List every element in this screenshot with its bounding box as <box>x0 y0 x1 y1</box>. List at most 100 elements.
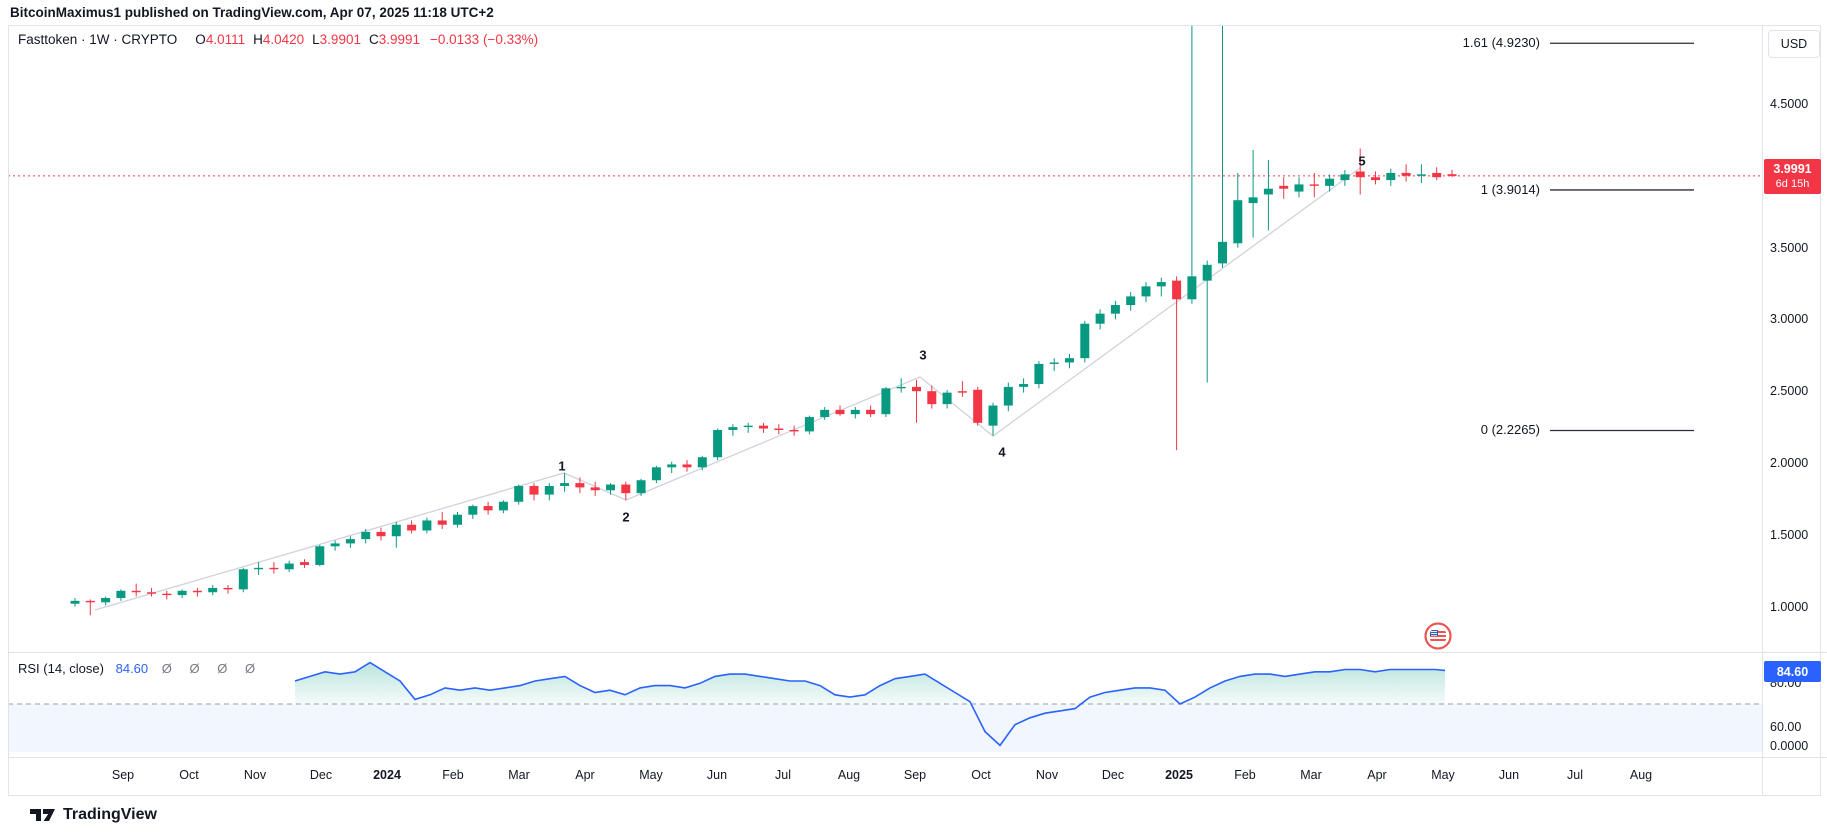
time-axis-label[interactable]: 2025 <box>1165 768 1193 782</box>
time-axis-label[interactable]: Mar <box>508 768 530 782</box>
time-axis-label[interactable]: Jul <box>775 768 791 782</box>
candle-body <box>162 593 172 596</box>
candle-body <box>1263 188 1273 195</box>
candle-body <box>131 590 141 593</box>
candle-body <box>697 457 707 468</box>
ohlc-value: 3.9901 <box>319 32 361 47</box>
time-axis-label[interactable]: Sep <box>903 768 927 782</box>
last-price-badge: 3.9991 6d 15h <box>1764 159 1821 194</box>
candle-body <box>774 428 784 430</box>
candle-body <box>330 543 340 547</box>
price-pane[interactable] <box>8 25 1762 616</box>
time-axis-label[interactable]: Dec <box>309 768 333 782</box>
candle-body <box>820 409 830 418</box>
time-axis-label[interactable]: Aug <box>1629 768 1653 782</box>
candle-body <box>1003 386 1013 406</box>
time-axis-label[interactable]: Jul <box>1567 768 1583 782</box>
symbol-title[interactable]: Fasttoken · 1W · CRYPTO <box>18 32 178 47</box>
candle-body <box>1416 174 1426 176</box>
wave-zigzag-line <box>94 167 1361 611</box>
time-axis-label[interactable]: Dec <box>1101 768 1125 782</box>
time-axis-label[interactable]: Apr <box>1367 768 1387 782</box>
time-axis-label[interactable]: Aug <box>837 768 861 782</box>
candle-body <box>70 600 80 604</box>
candle-body <box>575 483 585 488</box>
price-tick-label: 4.5000 <box>1770 97 1809 111</box>
time-axis-label[interactable]: Nov <box>243 768 267 782</box>
candle-body <box>651 467 661 481</box>
wave-label-3: 3 <box>919 347 927 363</box>
tradingview-wordmark: TradingView <box>63 806 157 823</box>
tradingview-logo[interactable]: TradingView <box>30 806 157 824</box>
candle-body <box>238 569 248 590</box>
candle-body <box>468 506 478 515</box>
ohlc-key: L <box>312 32 320 47</box>
candle-body <box>988 405 998 426</box>
fib-level-label: 1.61 (4.9230) <box>1462 35 1540 51</box>
candle-body <box>590 487 600 491</box>
candle-body <box>223 587 233 590</box>
bar-countdown: 6d 15h <box>1775 178 1810 191</box>
candle-body <box>1126 296 1136 306</box>
candle-body <box>361 531 371 540</box>
candle-body <box>1325 178 1335 186</box>
price-tick-label: 1.5000 <box>1770 527 1809 542</box>
candle-body <box>1248 197 1258 204</box>
change-value: −0.0133 (−0.33%) <box>430 32 539 47</box>
price-tick-label: 2.5000 <box>1770 384 1809 399</box>
tradingview-glyph-icon <box>30 809 55 821</box>
time-axis-label[interactable]: Nov <box>1035 768 1059 782</box>
candle-body <box>1049 362 1059 364</box>
candle-body <box>667 464 677 468</box>
time-axis-label[interactable]: May <box>639 768 663 782</box>
time-axis-label[interactable]: Feb <box>1234 768 1256 782</box>
ohlc-value: 4.0420 <box>262 32 305 47</box>
candle-body <box>560 483 570 486</box>
candle-body <box>789 429 799 432</box>
wave-label-5: 5 <box>1358 153 1366 169</box>
rsi-tick-label: 60.00 <box>1770 720 1802 734</box>
candle-body <box>1202 264 1212 281</box>
time-axis-label[interactable]: Mar <box>1300 768 1322 782</box>
candle-body <box>1187 276 1197 300</box>
time-axis-label[interactable]: Sep <box>111 768 135 782</box>
rsi-toolbar-icons[interactable]: Ø Ø Ø Ø <box>161 661 263 676</box>
fib-level-label: 1 (3.9014) <box>1480 181 1540 197</box>
candle-body <box>1371 177 1380 181</box>
candle-body <box>1156 282 1166 287</box>
rsi-band <box>8 704 1762 752</box>
time-axis-label[interactable]: Jun <box>706 768 728 782</box>
time-axis-label[interactable]: May <box>1431 768 1455 782</box>
time-axis-label[interactable]: Apr <box>575 768 595 782</box>
rsi-title: RSI (14, close) <box>18 661 104 676</box>
rsi-legend[interactable]: RSI (14, close) 84.60 Ø Ø Ø Ø <box>18 661 262 676</box>
candle-body <box>1034 363 1044 385</box>
time-axis-label[interactable]: Feb <box>442 768 464 782</box>
page-title: BitcoinMaximus1 published on TradingView… <box>10 5 494 20</box>
candle-body <box>1401 172 1411 176</box>
time-axis-label[interactable]: Oct <box>179 768 199 782</box>
time-axis-label[interactable]: Jun <box>1498 768 1520 782</box>
wave-label-4: 4 <box>998 444 1006 460</box>
candle-body <box>1019 384 1029 387</box>
time-axis-label[interactable]: Oct <box>971 768 991 782</box>
currency-button[interactable]: USD <box>1768 30 1820 58</box>
us-flag-event-icon[interactable] <box>1424 622 1452 650</box>
time-axis-label[interactable]: 2024 <box>373 768 401 782</box>
candle-body <box>437 520 447 525</box>
candle-body <box>1110 305 1120 314</box>
rsi-pane[interactable] <box>8 661 1762 752</box>
symbol-legend[interactable]: Fasttoken · 1W · CRYPTO O4.0111 H4.0420 L3.… <box>18 32 538 47</box>
price-tick-label: 3.0000 <box>1770 312 1809 327</box>
candle-body <box>621 484 631 494</box>
last-price-value: 3.9991 <box>1773 162 1812 176</box>
candle-body <box>376 531 386 537</box>
wave-label-1: 1 <box>558 458 566 474</box>
candle-body <box>1065 358 1074 363</box>
candle-body <box>1447 174 1457 176</box>
candle-body <box>177 590 187 596</box>
rsi-line <box>294 661 1446 747</box>
candle-body <box>1218 241 1227 264</box>
